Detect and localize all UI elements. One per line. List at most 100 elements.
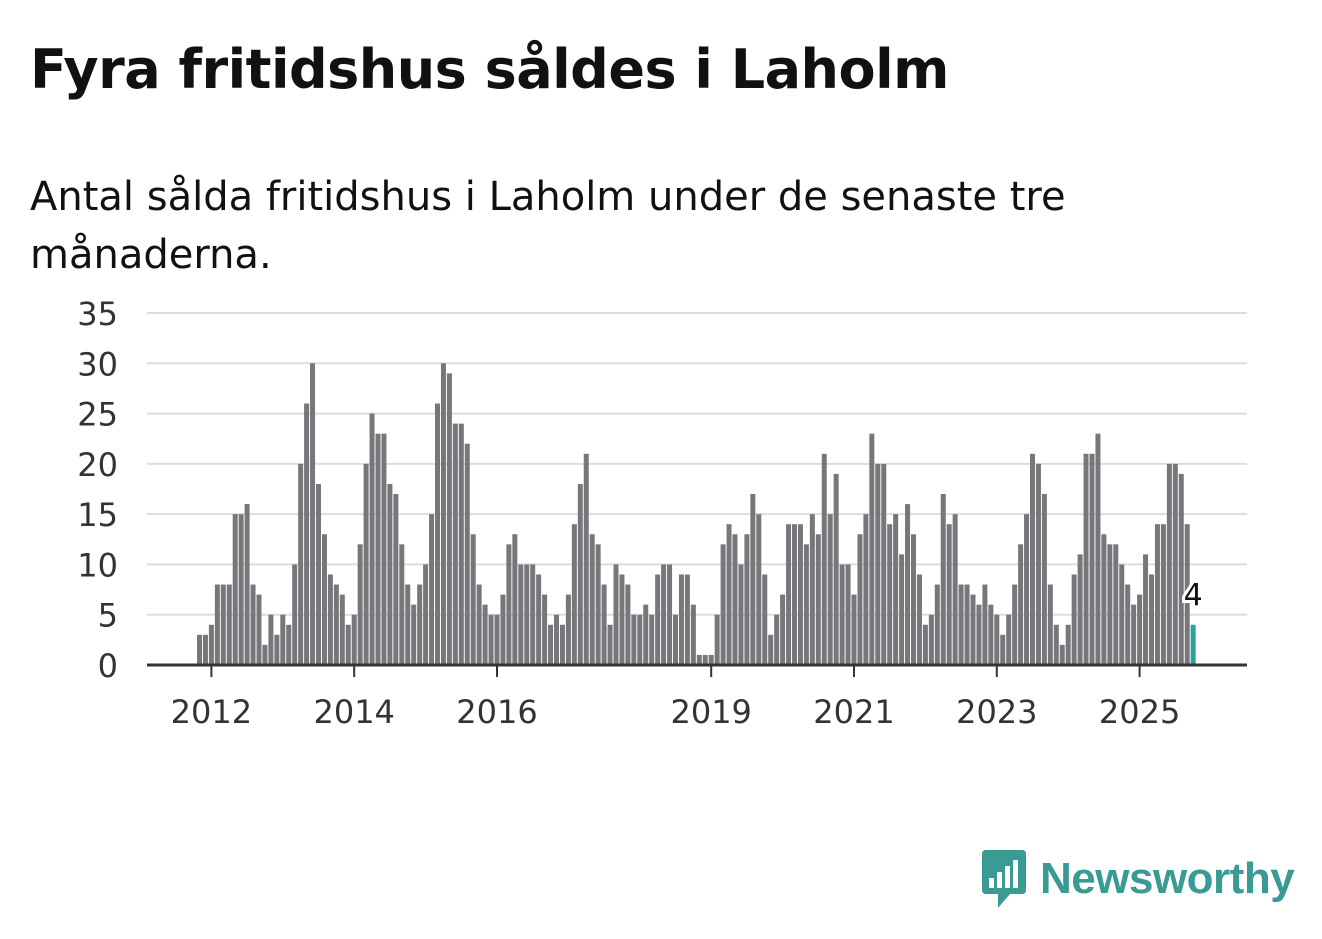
bar xyxy=(536,574,542,665)
bar xyxy=(922,624,928,665)
bar xyxy=(809,514,815,665)
bar xyxy=(482,604,488,665)
bar xyxy=(1166,463,1172,665)
bar xyxy=(786,524,792,665)
bar xyxy=(911,534,916,665)
bar xyxy=(435,403,440,665)
bar xyxy=(512,534,518,665)
bar xyxy=(732,534,738,665)
bar xyxy=(601,584,607,665)
bar xyxy=(1059,644,1065,665)
y-tick-label: 20 xyxy=(77,446,118,484)
bar xyxy=(405,584,411,665)
bar xyxy=(696,654,702,665)
bar xyxy=(958,584,964,665)
bar xyxy=(916,574,922,665)
chart-title: Fyra fritidshus såldes i Laholm xyxy=(30,38,949,101)
bar xyxy=(940,494,946,665)
y-tick-label: 25 xyxy=(77,396,118,434)
bar xyxy=(1101,534,1107,665)
bar xyxy=(839,564,845,665)
annotation: 4 xyxy=(1181,575,1206,616)
bar xyxy=(613,564,619,665)
bar xyxy=(1053,624,1059,665)
bar xyxy=(1000,634,1006,665)
newsworthy-logo[interactable]: Newsworthy xyxy=(980,846,1295,912)
bar xyxy=(875,463,881,665)
bar xyxy=(934,584,940,665)
x-tick-label: 2012 xyxy=(171,693,252,731)
gridlines xyxy=(147,312,1247,616)
annotation-label: 4 xyxy=(1184,578,1203,613)
bar xyxy=(893,514,899,665)
bar xyxy=(250,584,256,665)
bar xyxy=(946,524,952,665)
bar xyxy=(1006,614,1012,665)
bar xyxy=(738,564,744,665)
bar xyxy=(506,544,512,665)
bar xyxy=(387,483,393,665)
bar xyxy=(690,604,696,665)
x-tick-label: 2016 xyxy=(456,693,537,731)
bar xyxy=(304,403,310,665)
bar xyxy=(280,614,286,665)
bar xyxy=(1071,574,1077,665)
bar xyxy=(774,614,780,665)
bar xyxy=(399,544,405,665)
bar xyxy=(726,524,732,665)
bar xyxy=(833,473,839,665)
bar xyxy=(1137,594,1143,665)
bar xyxy=(1143,554,1149,665)
bar xyxy=(607,624,613,665)
bar xyxy=(548,624,554,665)
y-axis: 0 5 10 15 20 25 30 35 xyxy=(77,295,118,685)
bar xyxy=(1030,453,1035,665)
bar xyxy=(226,584,232,665)
bar xyxy=(256,594,262,665)
x-tick-label: 2023 xyxy=(956,693,1037,731)
bar xyxy=(881,463,887,665)
bars xyxy=(197,363,1196,665)
bar xyxy=(530,564,536,665)
bar xyxy=(542,594,548,665)
bar xyxy=(1154,524,1160,665)
bar xyxy=(381,433,387,665)
bar xyxy=(988,604,994,665)
bar xyxy=(994,614,1000,665)
bar xyxy=(286,624,292,665)
bar xyxy=(619,574,625,665)
bar xyxy=(423,564,429,665)
bar xyxy=(678,574,684,665)
bar xyxy=(411,604,417,665)
bar xyxy=(684,574,690,665)
bar xyxy=(518,564,524,665)
bar xyxy=(238,514,244,665)
y-tick-label: 5 xyxy=(98,597,118,635)
bar xyxy=(762,574,768,665)
x-tick-label: 2019 xyxy=(670,693,751,731)
bar xyxy=(274,634,280,665)
bar xyxy=(1047,584,1053,665)
bar xyxy=(1172,463,1178,665)
bar xyxy=(440,363,446,665)
bar xyxy=(310,363,316,665)
bar xyxy=(494,614,500,665)
bar xyxy=(1035,463,1041,665)
bar xyxy=(821,453,827,665)
bar xyxy=(577,483,583,665)
bar xyxy=(1125,584,1131,665)
bar xyxy=(351,614,357,665)
bar xyxy=(316,483,321,665)
bar xyxy=(982,584,988,665)
bar xyxy=(298,463,304,665)
bar xyxy=(1095,433,1101,665)
bar xyxy=(488,614,494,665)
x-axis: 2012 2014 2016 2019 2021 2023 2025 xyxy=(171,665,1180,731)
bar xyxy=(1107,544,1113,665)
bar xyxy=(565,594,571,665)
bar xyxy=(559,624,565,665)
y-tick-label: 30 xyxy=(77,345,118,383)
bar xyxy=(744,534,750,665)
y-tick-label: 15 xyxy=(77,496,118,534)
